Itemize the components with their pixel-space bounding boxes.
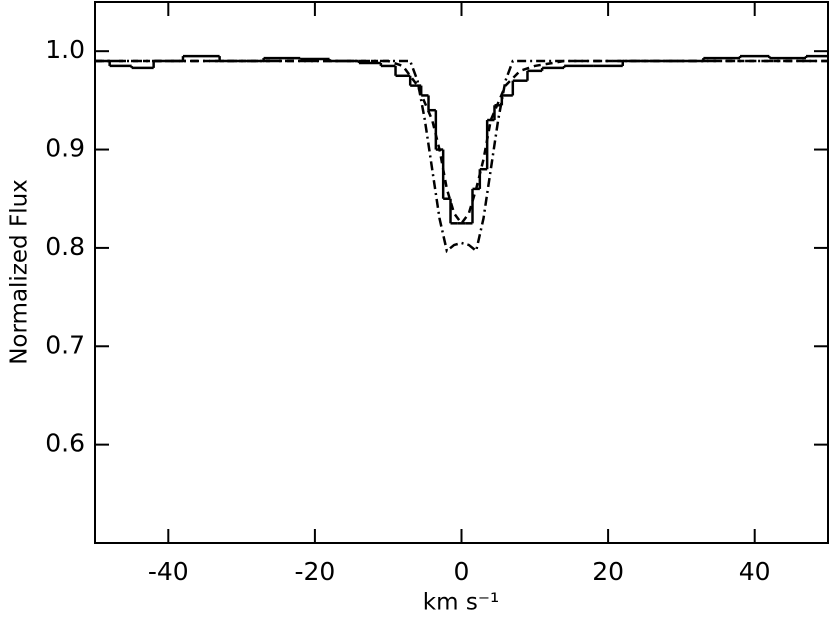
y-tick-label: 0.6 xyxy=(45,429,85,458)
y-tick-label: 1.0 xyxy=(45,35,85,64)
x-tick-label: -40 xyxy=(148,557,189,586)
x-tick-label: 0 xyxy=(454,557,470,586)
x-axis-label: km s⁻¹ xyxy=(423,590,499,616)
x-tick-label: 20 xyxy=(592,557,624,586)
model-line xyxy=(95,59,828,254)
x-tick-label: -20 xyxy=(294,557,335,586)
plot-frame xyxy=(94,1,829,544)
model-line xyxy=(95,59,828,226)
y-tick-label: 0.9 xyxy=(45,134,85,163)
y-tick-label: 0.8 xyxy=(45,232,85,261)
y-axis-label: Normalized Flux xyxy=(7,179,33,365)
x-tick-label: 40 xyxy=(739,557,771,586)
y-tick-label: 0.7 xyxy=(45,330,85,359)
